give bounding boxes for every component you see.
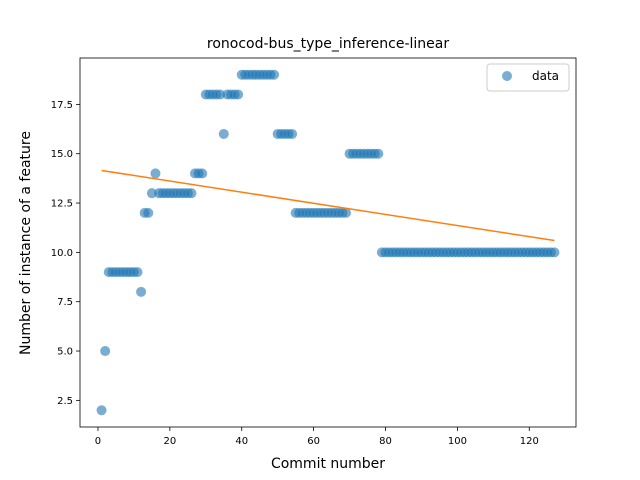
data-point [218,128,229,139]
data-point [233,89,244,100]
data-point [287,128,298,139]
y-tick-label: 2.5 [57,396,73,407]
y-tick-label: 7.5 [57,297,73,308]
data-point [146,188,157,199]
x-tick-label: 60 [307,436,320,447]
data-point [197,168,208,179]
x-tick-label: 120 [520,436,539,447]
y-tick-label: 15.0 [51,149,73,160]
y-axis-label: Number of instance of a feature [18,131,34,355]
x-tick-label: 20 [163,436,176,447]
data-point [143,207,154,218]
data-point [150,168,161,179]
legend-label-data: data [532,69,559,83]
x-tick-label: 80 [379,436,392,447]
y-tick-label: 5.0 [57,347,73,358]
data-point [269,69,280,80]
data-point [340,207,351,218]
data-point [215,89,226,100]
data-point [96,405,107,416]
x-tick-label: 40 [235,436,248,447]
data-point [136,286,147,297]
data-point [132,267,143,278]
y-tick-label: 17.5 [51,100,73,111]
y-tick-label: 10.0 [51,248,73,259]
legend-box [486,63,570,92]
plot-marks [96,69,560,416]
plot-frame [79,57,577,428]
fit-line [101,169,555,242]
legend-marker-data [502,71,512,81]
y-tick-label: 12.5 [51,199,73,210]
x-axis-label: Commit number [271,456,385,472]
chart-title: ronocod-bus_type_inference-linear [207,36,449,52]
x-tick-label: 0 [95,436,101,447]
data-point [100,346,111,357]
axes: 0 20 40 60 80 100 120 2.5 5.0 7.5 10.0 12.5 15.0 17.5 [51,57,577,447]
data-point [373,148,384,159]
data-point [549,247,560,258]
data-point [186,188,197,199]
x-tick-label: 100 [448,436,467,447]
legend: data [486,63,570,92]
